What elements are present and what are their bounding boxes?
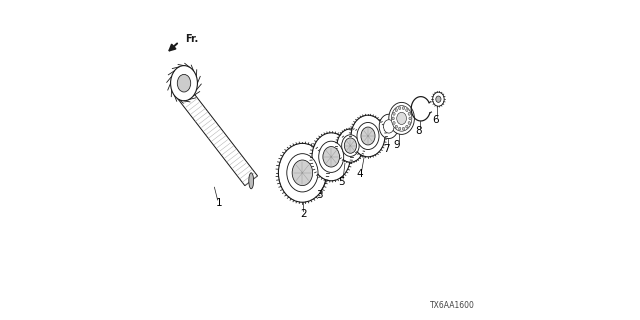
- Ellipse shape: [383, 120, 394, 133]
- Ellipse shape: [395, 125, 397, 128]
- Text: 8: 8: [415, 126, 422, 136]
- Text: 2: 2: [300, 209, 307, 220]
- Ellipse shape: [409, 117, 412, 120]
- Text: 4: 4: [356, 169, 364, 180]
- Ellipse shape: [249, 173, 253, 189]
- Ellipse shape: [177, 74, 191, 92]
- Ellipse shape: [344, 138, 356, 153]
- Ellipse shape: [351, 115, 385, 157]
- Ellipse shape: [408, 122, 410, 124]
- Ellipse shape: [395, 109, 397, 112]
- Ellipse shape: [342, 135, 359, 156]
- Ellipse shape: [392, 117, 394, 120]
- Ellipse shape: [287, 154, 318, 192]
- Ellipse shape: [393, 122, 395, 124]
- Ellipse shape: [379, 114, 398, 139]
- Text: Fr.: Fr.: [185, 34, 198, 44]
- Ellipse shape: [408, 112, 410, 115]
- Ellipse shape: [403, 127, 404, 130]
- Ellipse shape: [292, 160, 312, 186]
- Ellipse shape: [357, 123, 379, 149]
- Ellipse shape: [406, 125, 408, 128]
- Ellipse shape: [403, 107, 404, 109]
- Text: 6: 6: [433, 115, 439, 125]
- Text: TX6AA1600: TX6AA1600: [430, 301, 475, 310]
- Text: 1: 1: [216, 198, 223, 208]
- Ellipse shape: [397, 112, 406, 124]
- Ellipse shape: [323, 147, 340, 167]
- Text: 7: 7: [383, 144, 390, 154]
- Text: 9: 9: [394, 140, 400, 150]
- Ellipse shape: [389, 102, 415, 134]
- Ellipse shape: [392, 106, 412, 131]
- Polygon shape: [175, 85, 257, 186]
- Ellipse shape: [278, 143, 326, 202]
- Ellipse shape: [433, 92, 444, 106]
- Ellipse shape: [319, 141, 344, 172]
- Ellipse shape: [406, 109, 408, 112]
- Ellipse shape: [393, 112, 395, 115]
- Ellipse shape: [361, 127, 375, 145]
- Ellipse shape: [399, 107, 401, 109]
- Text: 3: 3: [316, 190, 323, 200]
- Ellipse shape: [399, 127, 401, 130]
- Ellipse shape: [337, 129, 364, 162]
- Ellipse shape: [170, 66, 197, 101]
- Ellipse shape: [436, 96, 441, 102]
- Text: 5: 5: [338, 177, 345, 188]
- Ellipse shape: [312, 133, 351, 181]
